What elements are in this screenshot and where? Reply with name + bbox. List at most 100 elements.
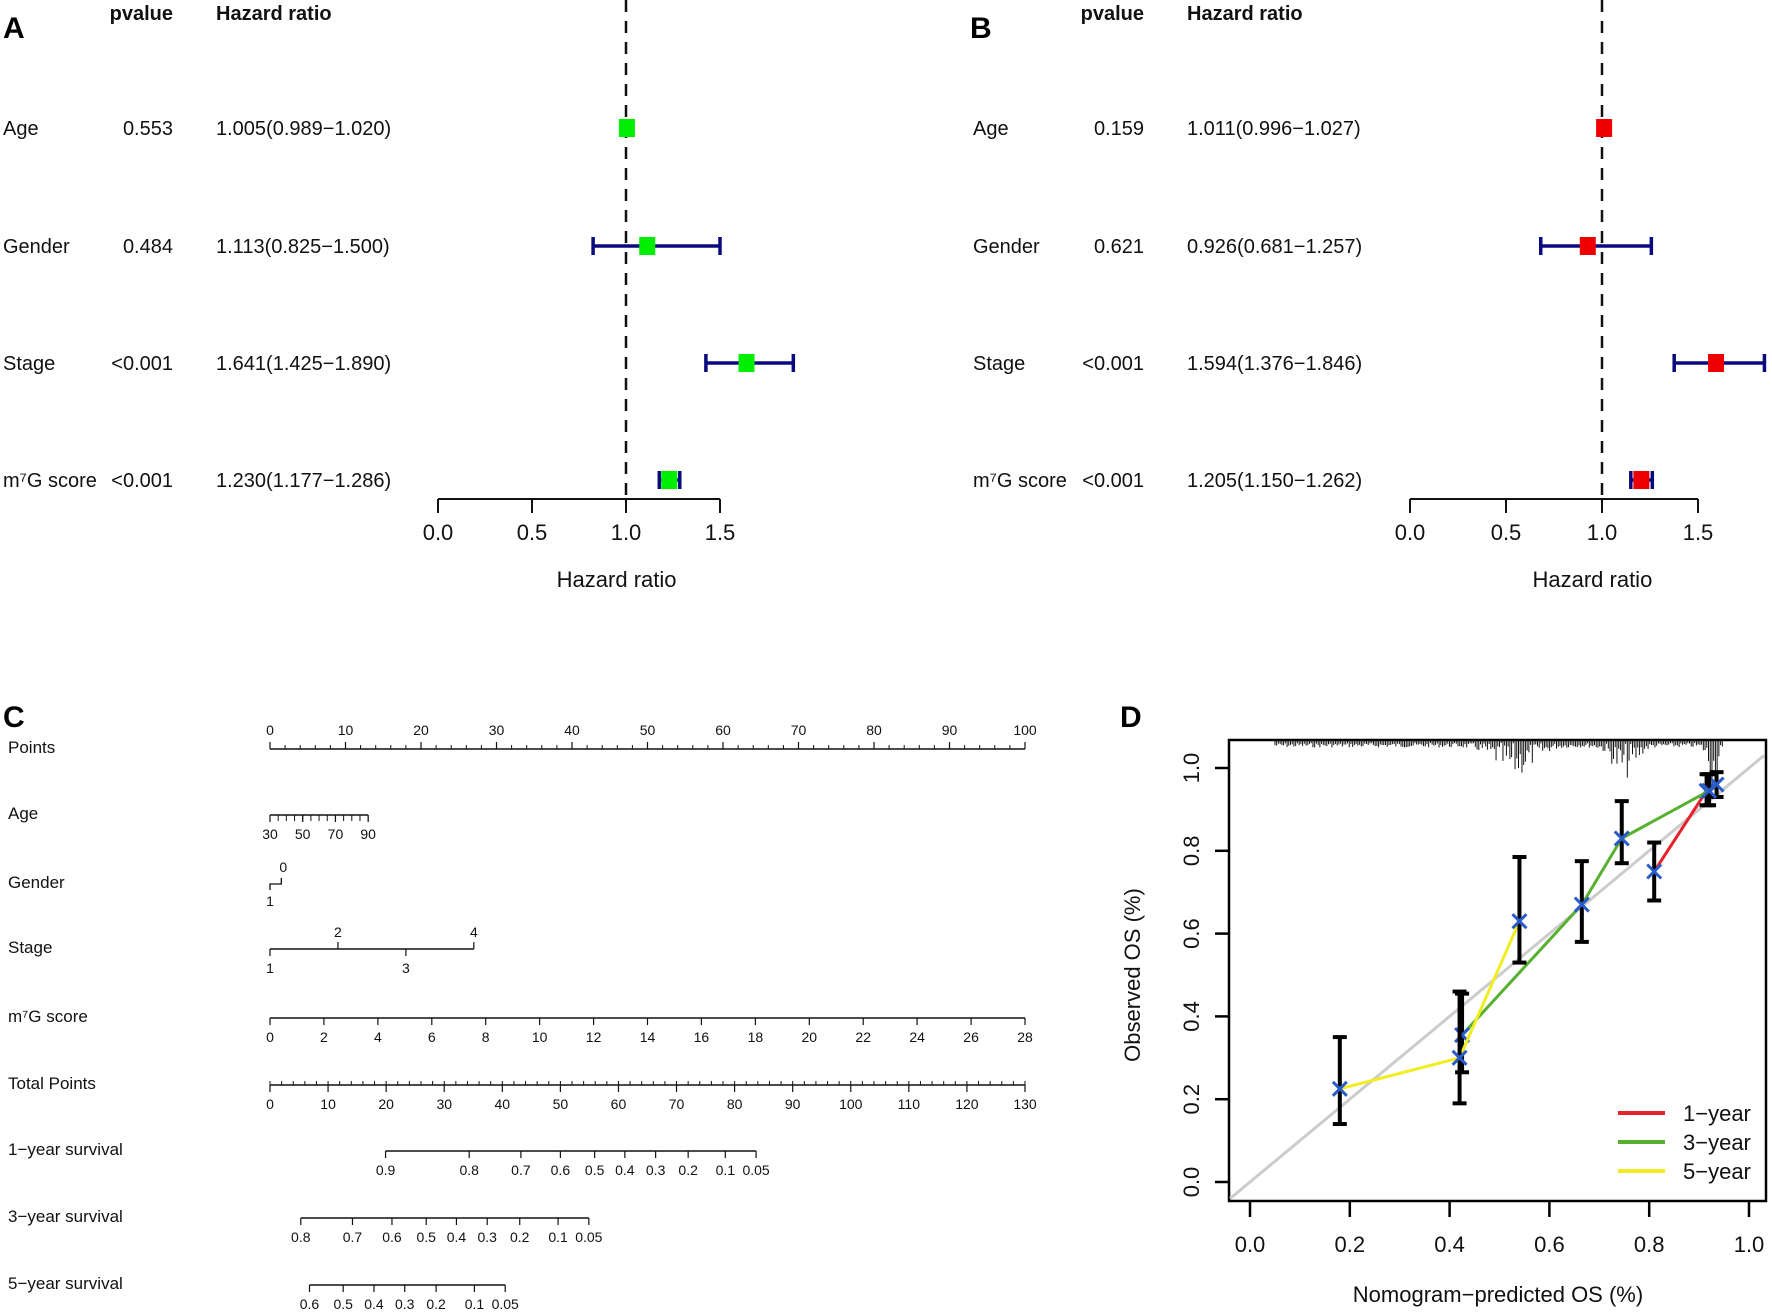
data-point-x-marker bbox=[1701, 782, 1718, 799]
x-axis-title: Hazard ratio bbox=[557, 567, 677, 592]
scale-label: 3−year survival bbox=[8, 1207, 123, 1226]
data-point-x-marker bbox=[1331, 1080, 1348, 1097]
tick-label: 50 bbox=[640, 722, 656, 738]
data-point-x-marker bbox=[1613, 830, 1630, 847]
pvalue-header: pvalue bbox=[110, 3, 173, 25]
tick-label: 0.5 bbox=[585, 1162, 605, 1178]
tick-label: 0.2 bbox=[510, 1229, 530, 1245]
row-pvalue: <0.001 bbox=[111, 470, 173, 492]
tick-label: 1 bbox=[266, 960, 274, 976]
tick-label: 0.8 bbox=[291, 1229, 311, 1245]
tick-label: 10 bbox=[338, 722, 354, 738]
scale-label: 1−year survival bbox=[8, 1140, 123, 1159]
row-pvalue: 0.621 bbox=[1094, 236, 1144, 258]
tick-label: 70 bbox=[791, 722, 807, 738]
panel-label: C bbox=[3, 701, 25, 734]
tick-label: 60 bbox=[715, 722, 731, 738]
tick-label: 0.3 bbox=[646, 1162, 666, 1178]
tick-label: 0.2 bbox=[678, 1162, 698, 1178]
nomogram-scale: Points 0 10 20 30 40 50 60 70 80 90 100 bbox=[8, 722, 1037, 757]
scale-label: Total Points bbox=[8, 1074, 96, 1093]
row-pvalue: <0.001 bbox=[111, 353, 173, 375]
tick-label: 0.1 bbox=[716, 1162, 736, 1178]
legend: 1−year 3−year 5−year bbox=[1618, 1101, 1751, 1184]
tick-label: 30 bbox=[489, 722, 505, 738]
row-pvalue: 0.484 bbox=[123, 236, 173, 258]
panel-label: A bbox=[3, 12, 25, 45]
y-tick-label: 0.8 bbox=[1179, 836, 1204, 867]
tick-label: 22 bbox=[855, 1029, 871, 1045]
nomogram-scale: 3−year survival 0.8 0.7 0.6 0.5 0.4 0.3 0.2 0.1 0… bbox=[8, 1207, 603, 1245]
scale-label: 5−year survival bbox=[8, 1274, 123, 1293]
row-label: Stage bbox=[973, 353, 1025, 375]
tick-label: 30 bbox=[436, 1096, 452, 1112]
panel-d-calibration-plot: D 0.0 0.2 0.4 0.6 0.8 1.0 0.0 0.2 0.4 0.6 0.8 1.0 Nom… bbox=[1120, 701, 1768, 1307]
tick-label: 0.9 bbox=[376, 1162, 396, 1178]
legend-label: 5−year bbox=[1683, 1159, 1751, 1184]
tick-label: 4 bbox=[470, 924, 478, 940]
row-pvalue: <0.001 bbox=[1082, 353, 1144, 375]
tick-label: 24 bbox=[909, 1029, 925, 1045]
series-5−year bbox=[1331, 855, 1528, 1127]
hr-marker bbox=[1633, 471, 1650, 489]
tick-label: 0.3 bbox=[477, 1229, 497, 1245]
scale-line bbox=[269, 878, 282, 890]
tick-label: 0 bbox=[279, 859, 287, 875]
row-label: Gender bbox=[973, 236, 1040, 258]
tick-label: 40 bbox=[564, 722, 580, 738]
tick-label: 28 bbox=[1017, 1029, 1033, 1045]
x-tick-label: 1.0 bbox=[1734, 1232, 1765, 1257]
nomogram-scale: Stage 1 2 3 4 bbox=[8, 924, 478, 976]
x-axis-title: Hazard ratio bbox=[1532, 567, 1652, 592]
hr-marker bbox=[618, 119, 635, 137]
tick-label: 10 bbox=[532, 1029, 548, 1045]
y-tick-label: 0.2 bbox=[1179, 1084, 1204, 1115]
hr-marker bbox=[1579, 237, 1596, 255]
tick-label: 70 bbox=[669, 1096, 685, 1112]
hr-marker bbox=[738, 354, 755, 372]
row-hr-text: 1.011(0.996−1.027) bbox=[1187, 118, 1361, 140]
legend-label: 1−year bbox=[1683, 1101, 1751, 1126]
y-tick-label: 0.4 bbox=[1179, 1001, 1204, 1032]
tick-label: 0.4 bbox=[364, 1296, 384, 1312]
tick-label: 90 bbox=[942, 722, 958, 738]
tick-label: 6 bbox=[428, 1029, 436, 1045]
tick-label: 0.05 bbox=[575, 1229, 602, 1245]
row-label: Stage bbox=[3, 353, 55, 375]
y-tick-label: 1.0 bbox=[1179, 753, 1204, 784]
tick-label: 2 bbox=[320, 1029, 328, 1045]
tick-label: 50 bbox=[553, 1096, 569, 1112]
tick-label: 0.05 bbox=[742, 1162, 769, 1178]
tick-label: 3 bbox=[402, 960, 410, 976]
tick-label: 50 bbox=[295, 826, 311, 842]
pvalue-header: pvalue bbox=[1081, 3, 1144, 25]
tick-label: 30 bbox=[262, 826, 278, 842]
tick-label: 90 bbox=[360, 826, 376, 842]
tick-label: 0.05 bbox=[492, 1296, 519, 1312]
row-hr-text: 1.594(1.376−1.846) bbox=[1187, 353, 1362, 375]
row-hr-text: 1.641(1.425−1.890) bbox=[216, 353, 391, 375]
y-axis-title: Observed OS (%) bbox=[1120, 888, 1145, 1062]
tick-label: 1 bbox=[266, 893, 274, 909]
tick-label: 0.5 bbox=[333, 1296, 353, 1312]
data-point-x-marker bbox=[1646, 863, 1663, 880]
tick-label: 130 bbox=[1013, 1096, 1037, 1112]
row-pvalue: 0.159 bbox=[1094, 118, 1144, 140]
tick-label: 0.4 bbox=[615, 1162, 635, 1178]
scale-label: Points bbox=[8, 738, 55, 757]
tick-label: 40 bbox=[495, 1096, 511, 1112]
x-tick-label: 0.6 bbox=[1534, 1232, 1565, 1257]
scale-label: Gender bbox=[8, 873, 65, 892]
tick-label: 0.6 bbox=[551, 1162, 571, 1178]
tick-label: 0 bbox=[266, 1029, 274, 1045]
tick-label: 0.6 bbox=[300, 1296, 320, 1312]
data-point-x-marker bbox=[1511, 913, 1528, 930]
row-label: m⁷G score bbox=[3, 470, 97, 492]
scale-label: Age bbox=[8, 804, 38, 823]
series-line bbox=[1460, 789, 1710, 1037]
